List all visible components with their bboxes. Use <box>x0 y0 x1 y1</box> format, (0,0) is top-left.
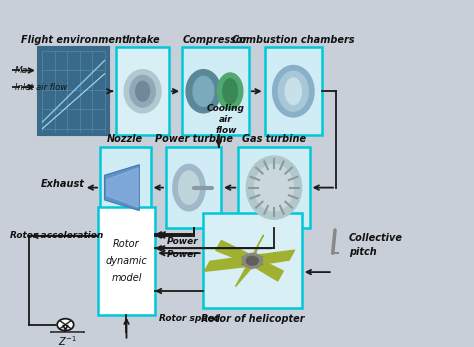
Text: Rotor speed: Rotor speed <box>159 314 220 323</box>
Text: Nozzle: Nozzle <box>107 134 144 144</box>
Text: Ma: Ma <box>15 66 28 75</box>
Bar <box>182 47 249 135</box>
Text: Flight environment: Flight environment <box>21 35 126 44</box>
Ellipse shape <box>218 73 243 110</box>
Bar <box>98 207 155 315</box>
Circle shape <box>246 256 258 265</box>
Circle shape <box>242 253 263 268</box>
Bar <box>116 47 169 135</box>
Ellipse shape <box>186 70 221 113</box>
Bar <box>100 147 151 228</box>
Ellipse shape <box>193 76 214 106</box>
Ellipse shape <box>246 156 301 219</box>
Text: Power: Power <box>167 250 199 259</box>
Polygon shape <box>107 168 138 207</box>
Text: Compressor: Compressor <box>183 35 248 44</box>
Polygon shape <box>255 258 283 281</box>
Ellipse shape <box>223 79 237 104</box>
Text: Rotor of helicopter: Rotor of helicopter <box>201 314 304 324</box>
Ellipse shape <box>285 78 301 104</box>
Bar <box>51 332 84 347</box>
Text: Rotor acceleration: Rotor acceleration <box>9 231 103 240</box>
Ellipse shape <box>255 164 293 211</box>
Ellipse shape <box>173 164 205 211</box>
Ellipse shape <box>136 81 149 101</box>
Text: Power turbine: Power turbine <box>155 134 233 144</box>
Polygon shape <box>256 250 295 265</box>
Text: $Z^{-1}$: $Z^{-1}$ <box>58 334 77 347</box>
Ellipse shape <box>273 66 314 117</box>
Text: Combustion chambers: Combustion chambers <box>232 35 355 44</box>
Bar <box>166 147 221 228</box>
Text: Intake: Intake <box>125 35 160 44</box>
Polygon shape <box>216 240 249 264</box>
Bar <box>38 47 109 135</box>
Polygon shape <box>236 259 251 287</box>
Text: Collective
pitch: Collective pitch <box>349 233 403 256</box>
Bar <box>203 213 302 308</box>
Text: Power: Power <box>167 237 199 246</box>
Polygon shape <box>105 165 139 210</box>
Bar <box>264 47 322 135</box>
Text: Rotor
dynamic
model: Rotor dynamic model <box>106 238 147 283</box>
Bar <box>238 147 310 228</box>
Circle shape <box>57 319 74 331</box>
Ellipse shape <box>179 171 199 204</box>
Ellipse shape <box>124 70 161 113</box>
Polygon shape <box>254 235 264 263</box>
Text: Inlet air flow: Inlet air flow <box>15 83 67 92</box>
Text: Exhaust: Exhaust <box>41 179 85 188</box>
Ellipse shape <box>278 71 308 111</box>
Polygon shape <box>204 256 248 271</box>
Ellipse shape <box>130 75 155 107</box>
Text: Cooling
air
flow: Cooling air flow <box>207 104 245 135</box>
Text: Gas turbine: Gas turbine <box>242 134 306 144</box>
